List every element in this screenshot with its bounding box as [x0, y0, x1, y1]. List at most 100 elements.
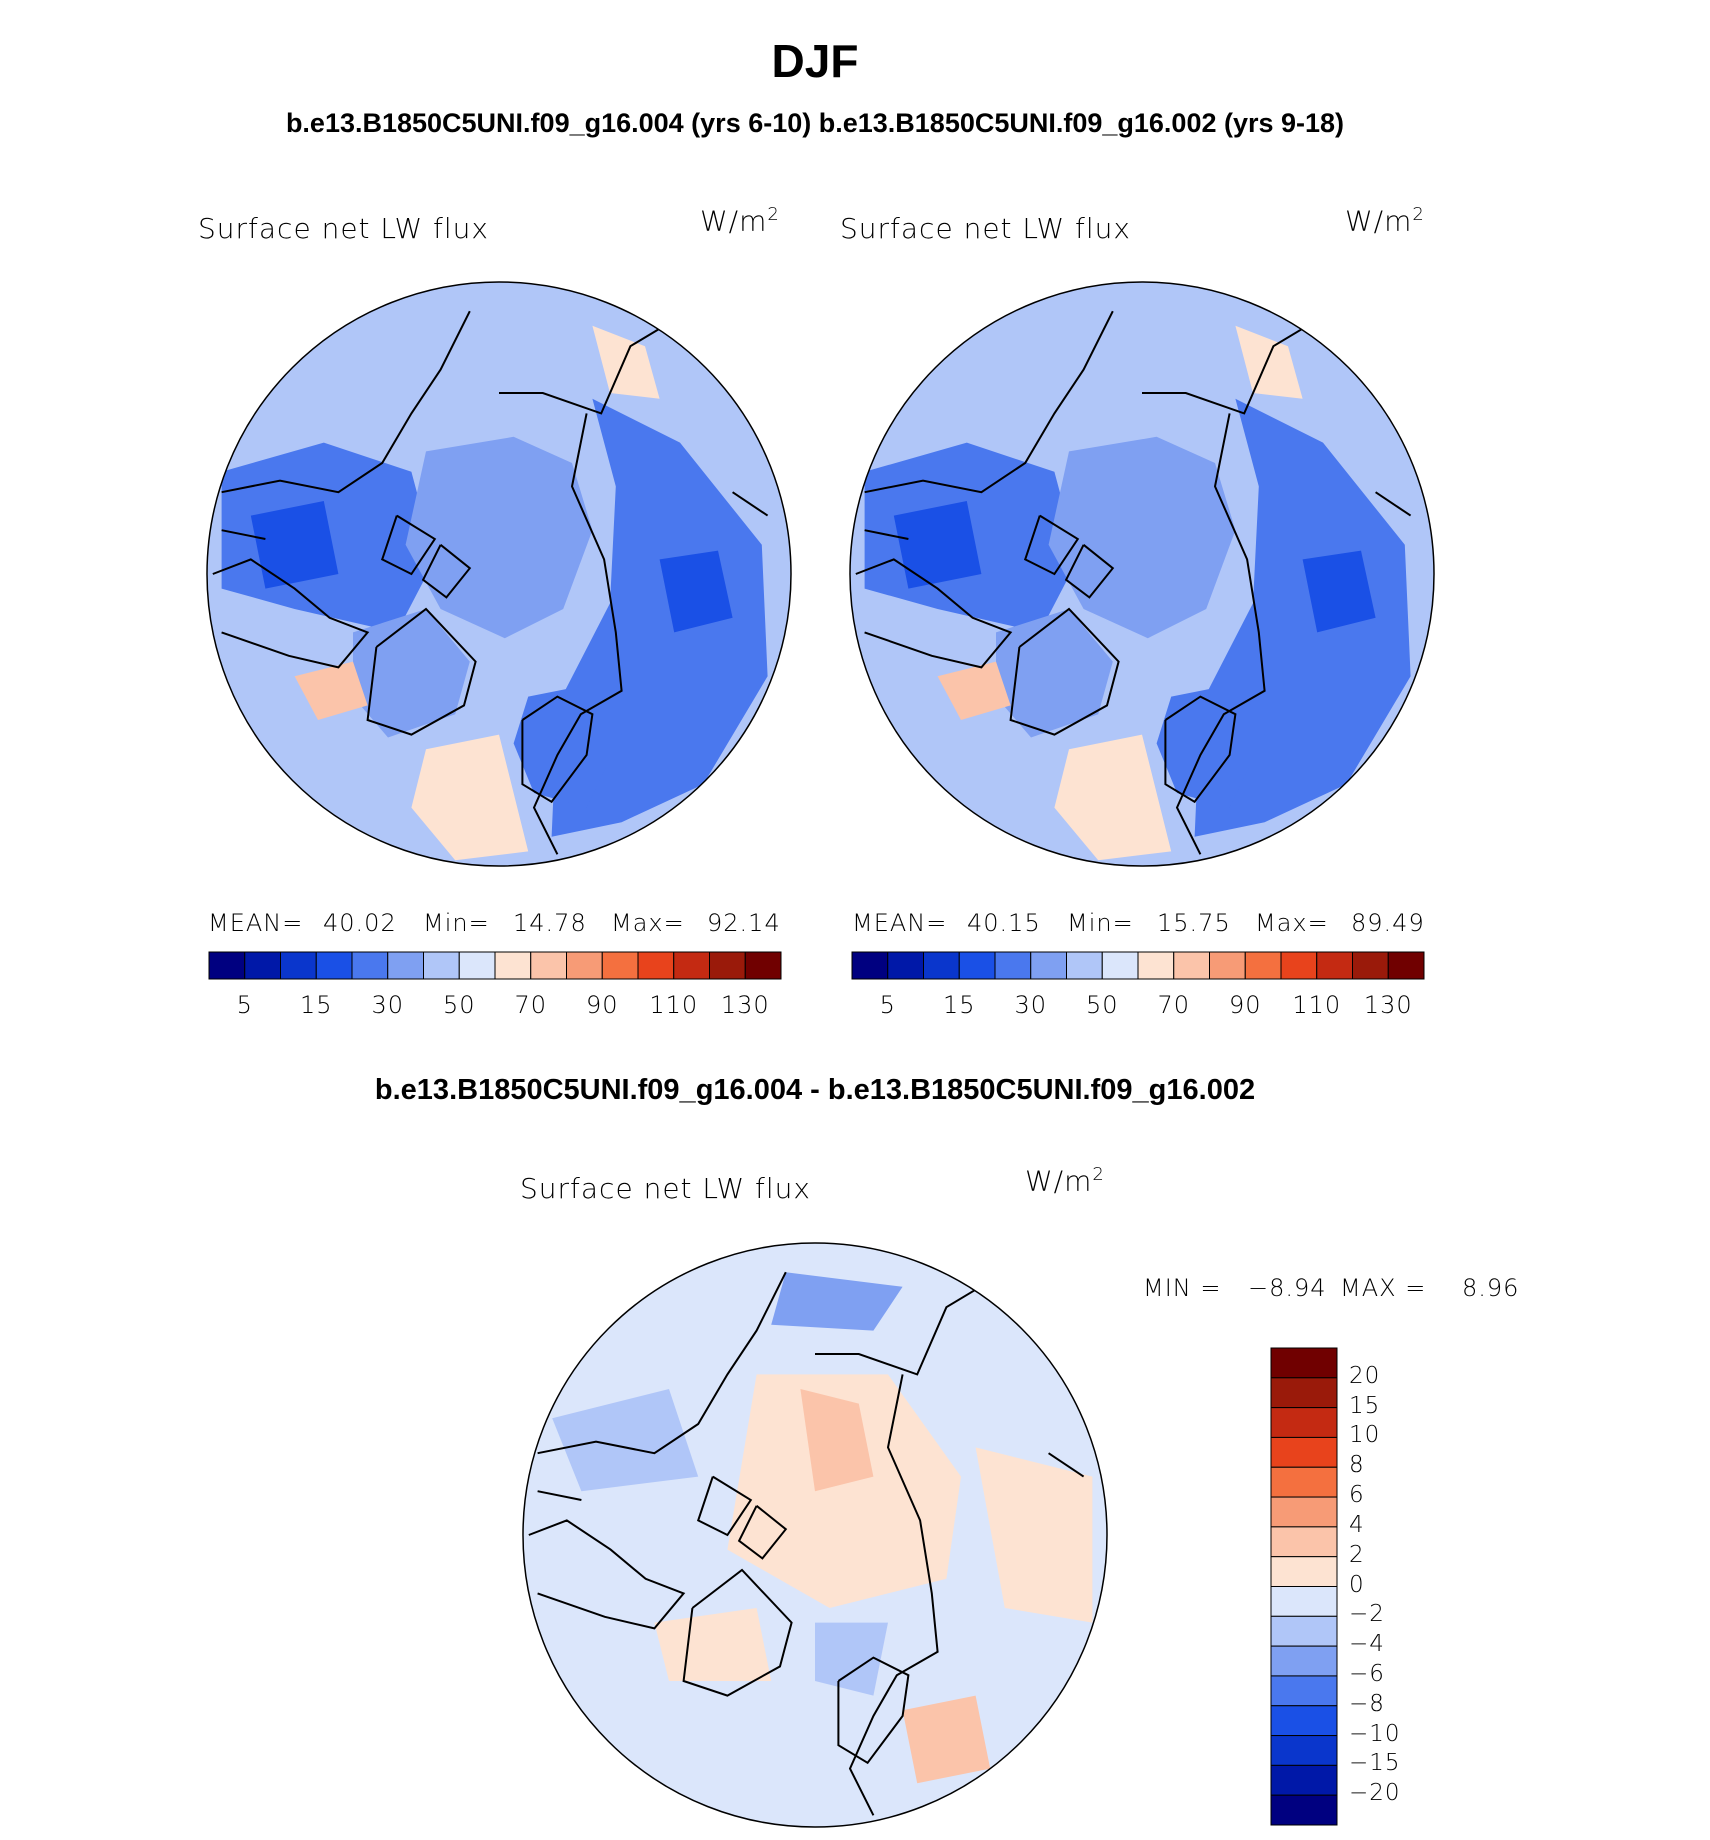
panel2-map-coastline-8	[1375, 491, 1412, 517]
diff-map-coastlines	[528, 1271, 1085, 1816]
panel1-colorbar-tick-label: 90	[585, 991, 619, 1019]
panel2-mean-label: MEAN=	[852, 909, 948, 937]
diff-map-coastline-9	[537, 1490, 582, 1501]
case-titles: b.e13.B1850C5UNI.f09_g16.004 (yrs 6-10) …	[285, 108, 1345, 138]
panel1-map-siberia-min	[659, 550, 733, 633]
panel1-min-label: Min=	[423, 909, 490, 937]
panel1-map-coastline-9	[221, 529, 266, 540]
diff-colorbar-swatch-13	[1270, 1735, 1338, 1766]
diff-map-coastline-4	[682, 1568, 793, 1697]
panel1-max-value: 92.14	[707, 909, 781, 937]
panel2-map-siberia-min	[1302, 550, 1376, 633]
panel2-map-labrador-warm	[937, 661, 1011, 720]
panel1-colorbar-tick-label: 30	[371, 991, 405, 1019]
diff-map-coastline-6	[696, 1475, 753, 1537]
diff-colorbar-tick-label: 6	[1349, 1482, 1365, 1509]
panel2-map-greenland-field	[996, 609, 1113, 738]
diff-colorbar-swatch-10	[1270, 1645, 1338, 1677]
panel2-colorbar-swatch-15	[1387, 951, 1425, 980]
diff-map-coastline-0	[537, 1271, 787, 1455]
diff-map	[522, 1242, 1108, 1828]
panel2-colorbar-tick-label: 130	[1363, 991, 1413, 1019]
panel1-max-label: Max=	[611, 909, 685, 937]
panel1-colorbar-swatch-5	[387, 951, 424, 980]
panel1-colorbar-tick-label: 110	[649, 991, 699, 1019]
panel1-map-border	[206, 281, 792, 867]
panel1-min-value: 14.78	[513, 909, 587, 937]
diff-map-border	[522, 1242, 1108, 1828]
diff-colorbar-swatch-2	[1270, 1407, 1338, 1438]
diff-units-base: W/m	[1025, 1164, 1093, 1198]
panel1-colorbar-swatch-13	[673, 951, 710, 980]
panel1-map-coastline-7	[421, 544, 472, 599]
panel1-units: W/m2	[700, 204, 780, 237]
diff-variable-label: Surface net LW flux	[520, 1172, 811, 1205]
panel2-map-coastlines	[855, 310, 1412, 855]
panel2-map-arctic-field	[1048, 436, 1236, 639]
diff-map-norwegian-cool	[815, 1622, 888, 1696]
diff-map-coastline-2	[848, 1374, 939, 1816]
diff-max-label: MAX =	[1340, 1274, 1427, 1302]
panel2-colorbar-swatch-11	[1244, 951, 1282, 980]
panel1-colorbar-swatch-14	[709, 951, 746, 980]
panel1-colorbar-tick-label: 5	[236, 991, 253, 1019]
diff-colorbar-tick-label: 8	[1349, 1452, 1365, 1479]
diff-colorbar-swatch-1	[1270, 1377, 1338, 1409]
panel2-map-pacific-warm	[1235, 325, 1303, 399]
panel2-colorbar-tick-label: 70	[1157, 991, 1191, 1019]
panel1-colorbar-swatch-12	[637, 951, 675, 980]
panel2-map-border	[849, 281, 1435, 867]
panel2-map-atlantic-warm	[1054, 734, 1172, 861]
panel2-colorbar-swatch-1	[887, 951, 924, 980]
diff-units-exp: 2	[1092, 1164, 1105, 1185]
diff-colorbar	[1270, 1347, 1338, 1826]
panel2-colorbar-tick-label: 15	[942, 991, 976, 1019]
diff-colorbar-tick-label: −6	[1349, 1660, 1385, 1687]
panel1-mean-value: 40.02	[323, 909, 397, 937]
panel1-variable-label: Surface net LW flux	[198, 212, 489, 245]
panel2-colorbar-swatch-9	[1173, 951, 1210, 980]
panel2-min-value: 15.75	[1157, 909, 1231, 937]
panel1-colorbar-swatch-4	[351, 951, 389, 980]
panel1-map-labrador-warm	[294, 661, 368, 720]
panel2-map-coastline-7	[1064, 544, 1115, 599]
diff-units: W/m2	[1025, 1164, 1105, 1197]
diff-colorbar-tick-label: −15	[1349, 1750, 1401, 1777]
diff-colorbar-tick-label: 20	[1349, 1362, 1381, 1389]
panel1-colorbar-tick-label: 130	[720, 991, 770, 1019]
diff-colorbar-tick-label: 0	[1349, 1571, 1365, 1598]
panel2-colorbar-tick-label: 50	[1085, 991, 1119, 1019]
panel2-colorbar-swatch-8	[1137, 951, 1175, 980]
panel1-map-canada-min	[250, 501, 339, 589]
panel1-colorbar-swatch-9	[530, 951, 567, 980]
panel1-map-coastline-3	[212, 558, 370, 669]
diff-colorbar-swatch-11	[1270, 1675, 1338, 1707]
diff-colorbar-swatch-6	[1270, 1526, 1338, 1558]
panel1-map-arctic-field	[405, 436, 593, 639]
panel1-colorbar-swatch-0	[208, 951, 246, 980]
panel1-colorbar-swatch-2	[280, 951, 317, 980]
panel2-colorbar-swatch-3	[958, 951, 996, 980]
panel1-colorbar-swatch-7	[458, 951, 496, 980]
panel2-units-exp: 2	[1412, 204, 1425, 225]
diff-map-canada-cool	[552, 1389, 699, 1492]
diff-map-arctic-warm	[727, 1374, 961, 1608]
diff-map-pacific-cool	[771, 1272, 903, 1331]
panel2-colorbar-swatch-6	[1066, 951, 1103, 980]
panel2-colorbar-swatch-5	[1030, 951, 1067, 980]
panel2-map-coastline-4	[1009, 607, 1120, 736]
panel1-colorbar-swatch-8	[494, 951, 532, 980]
panel2-colorbar-swatch-10	[1209, 951, 1246, 980]
panel1-colorbar-swatch-11	[601, 951, 639, 980]
panel1-colorbar-swatch-6	[423, 951, 460, 980]
panel2-map-coastline-5	[1164, 695, 1237, 804]
panel2-min-label: Min=	[1067, 909, 1134, 937]
panel2-map-coastline-0	[864, 310, 1114, 494]
diff-colorbar-tick-label: −2	[1349, 1601, 1385, 1628]
diff-colorbar-tick-label: −8	[1349, 1690, 1385, 1717]
panel2-colorbar-tick-label: 5	[879, 991, 896, 1019]
panel1-map-coastline-1	[499, 310, 690, 415]
panel2-map-coastline-9	[864, 529, 909, 540]
panel1-units-base: W/m	[700, 204, 768, 238]
